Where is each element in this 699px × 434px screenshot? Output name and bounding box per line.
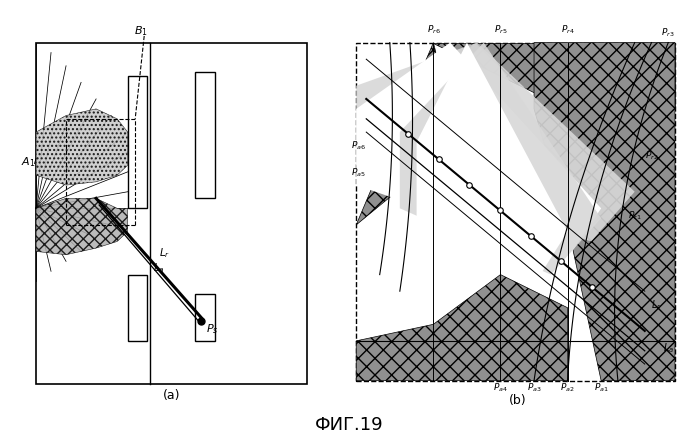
Polygon shape — [400, 43, 601, 275]
Text: $P_{r6}$: $P_{r6}$ — [426, 24, 440, 36]
Polygon shape — [534, 43, 675, 381]
Text: $P_s$: $P_s$ — [206, 322, 218, 336]
Bar — [128, 76, 147, 208]
Text: $A_1$: $A_1$ — [21, 155, 36, 169]
Polygon shape — [356, 43, 450, 225]
Polygon shape — [356, 275, 568, 381]
Text: $B_1$: $B_1$ — [134, 24, 148, 38]
Polygon shape — [36, 198, 128, 255]
Text: $L_r$: $L_r$ — [651, 298, 662, 312]
Text: $P_{a6}$: $P_{a6}$ — [351, 140, 366, 152]
Polygon shape — [356, 43, 601, 258]
Text: $P_{a3}$: $P_{a3}$ — [526, 381, 542, 394]
Text: $P_{r1}$: $P_{r1}$ — [628, 209, 642, 222]
Polygon shape — [417, 43, 568, 285]
Text: (a): (a) — [162, 389, 180, 402]
Polygon shape — [36, 109, 128, 185]
Text: $L_a$: $L_a$ — [663, 341, 674, 355]
Polygon shape — [356, 43, 635, 241]
Text: $L_r$: $L_r$ — [159, 247, 171, 260]
Text: $P_{r3}$: $P_{r3}$ — [661, 27, 675, 39]
Text: ФИГ.19: ФИГ.19 — [315, 416, 384, 434]
Text: $P_{r4}$: $P_{r4}$ — [561, 24, 575, 36]
Text: $P_{a1}$: $P_{a1}$ — [593, 381, 609, 394]
Bar — [195, 295, 215, 341]
Text: $P_{a4}$: $P_{a4}$ — [493, 381, 508, 394]
Bar — [128, 275, 147, 341]
Polygon shape — [433, 43, 675, 109]
Text: $P_{r5}$: $P_{r5}$ — [493, 24, 507, 36]
Text: $P_{a5}$: $P_{a5}$ — [351, 166, 366, 179]
Text: (b): (b) — [508, 394, 526, 407]
Text: $P_{r2}$: $P_{r2}$ — [644, 150, 658, 162]
Text: $P_{a2}$: $P_{a2}$ — [560, 381, 575, 394]
Bar — [195, 72, 215, 198]
Text: $L_a$: $L_a$ — [153, 261, 165, 275]
